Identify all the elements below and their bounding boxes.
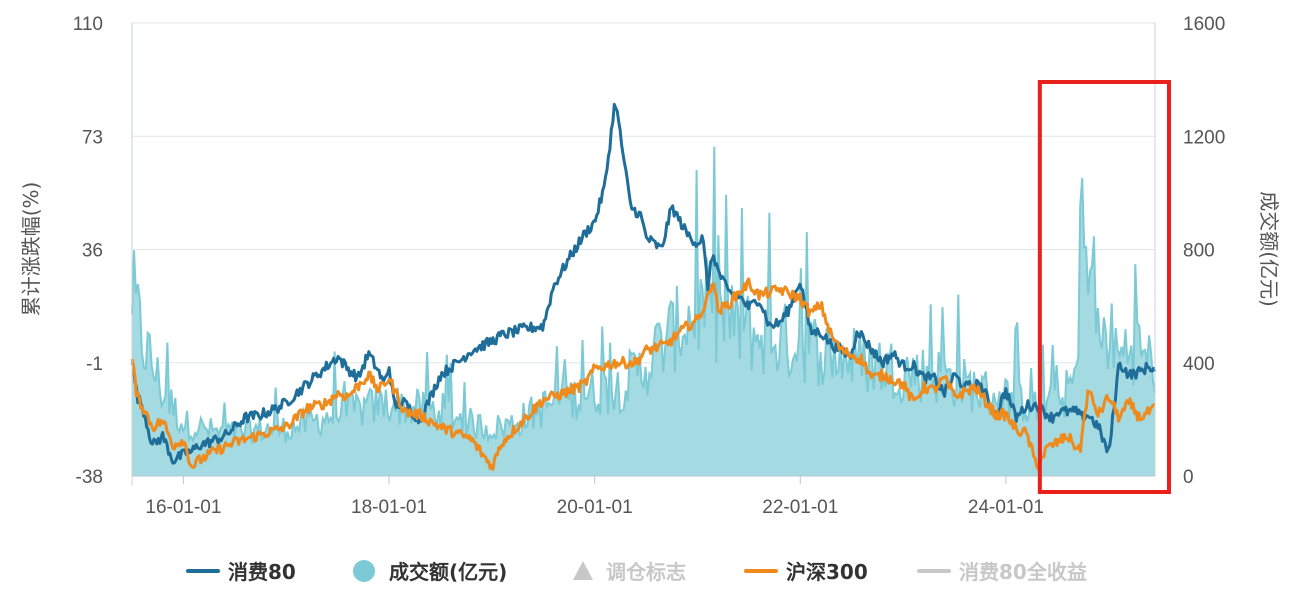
y-right-tick-label: 1200: [1183, 127, 1225, 148]
y-left-tick-label: 110: [73, 14, 103, 35]
legend-label: 调仓标志: [606, 560, 686, 584]
y-axis-left-title: 累计涨跌幅(%): [19, 182, 43, 317]
x-tick-label: 16-01-01: [145, 497, 221, 518]
y-right-tick-label: 1600: [1183, 14, 1225, 35]
y-left-tick-label: 36: [82, 241, 103, 262]
x-tick-label: 18-01-01: [351, 497, 427, 518]
y-left-tick-label: 73: [82, 127, 103, 148]
series-lines-layer: [130, 102, 1157, 471]
series-line-consumer80: [130, 102, 1157, 465]
legend-marker-triangle: [573, 561, 593, 580]
highlight-box: [1037, 80, 1172, 494]
legend-label: 成交额(亿元): [389, 560, 507, 584]
y-left-tick-label: -1: [86, 354, 103, 375]
legend: 消费80 成交额(亿元) 调仓标志 沪深300 消费80全收益: [186, 560, 1087, 584]
y-right-tick-label: 0: [1183, 467, 1194, 488]
legend-label: 消费80全收益: [959, 560, 1087, 584]
axes: [131, 23, 1156, 486]
legend-label: 沪深300: [786, 560, 868, 584]
y-right-tick-label: 800: [1183, 241, 1215, 262]
legend-marker-circle: [353, 560, 375, 582]
x-tick-label: 24-01-01: [968, 497, 1044, 518]
tick-labels: 110 73 36 -1 -38 1600 1200 800 400 0 16-01-01 18-01…: [73, 14, 1226, 518]
y-left-tick-label: -38: [76, 467, 103, 488]
legend-label: 消费80: [228, 560, 296, 584]
y-axis-right-title: 成交额(亿元): [1257, 191, 1281, 307]
y-right-tick-label: 400: [1183, 354, 1215, 375]
x-tick-label: 22-01-01: [762, 497, 838, 518]
series-line-hs300: [130, 277, 1156, 471]
x-tick-label: 20-01-01: [557, 497, 633, 518]
